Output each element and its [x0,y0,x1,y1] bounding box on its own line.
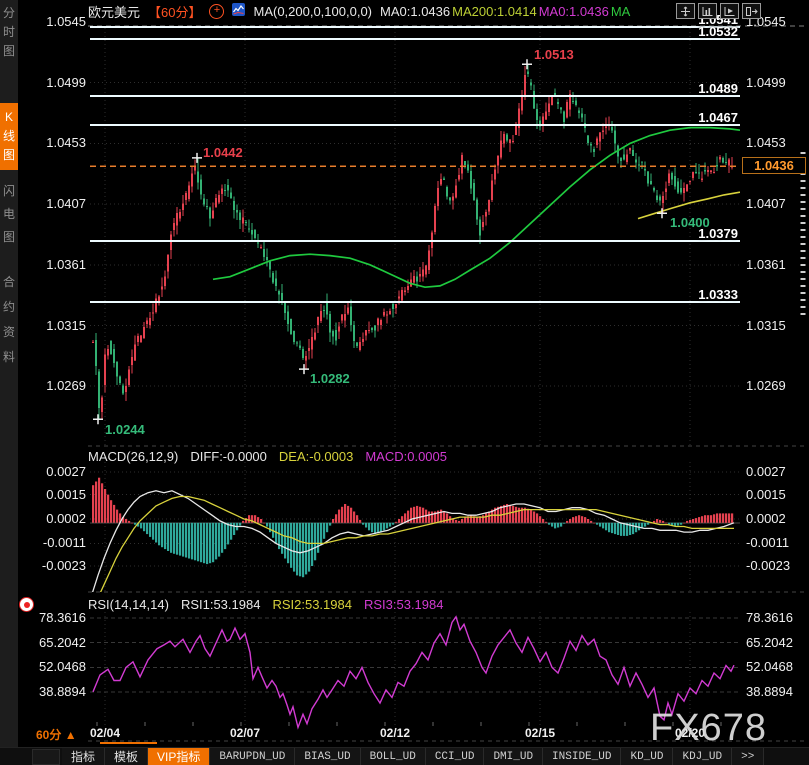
toolbar-item->>[interactable]: >> [732,748,765,765]
ma-values: MA0:1.0436 MA200:1.0414 MA0:1.0436 MA [380,4,632,19]
ma-value: MA0:1.0436 [380,3,451,19]
toolbar-item-kd_ud[interactable]: KD_UD [621,748,674,765]
macd-pane [91,477,735,592]
playback-icon[interactable] [720,3,739,19]
moving-average-lines [212,126,740,289]
toolbar-item-[interactable]: 指标 [62,748,106,765]
sidebar-item-1[interactable]: 分时图 [2,6,15,58]
ma-value: MA200:1.0414 [452,3,537,19]
rsi-pane [92,615,735,730]
export-icon[interactable] [742,3,761,19]
toolbar-item-[interactable]: 模板 [105,748,149,765]
annotation-markers [93,59,667,425]
toolbar-item-bias_ud[interactable]: BIAS_UD [295,748,361,765]
toolbar-item-kdj_ud[interactable]: KDJ_UD [673,748,733,765]
record-icon[interactable] [19,597,34,612]
gridlines [88,25,806,742]
zoom-fit-icon[interactable] [698,3,717,19]
candlestick-pane [92,64,734,420]
ma-value: MA [610,3,631,19]
ma-settings-label: MA(0,200,0,100,0,0) [253,3,373,19]
chart-header: 欧元美元 【60分】 + MA(0,200,0,100,0,0) MA0:1.0… [88,2,632,20]
toolbar-item-barupdn_ud[interactable]: BARUPDN_UD [210,748,296,765]
sidebar-item-3[interactable]: 闪电图 [2,184,15,244]
horizontal-level-lines [90,26,740,303]
add-indicator-icon[interactable]: + [209,3,225,19]
period-label: 【60分】 [148,4,202,20]
toolbar-item-cci_ud[interactable]: CCI_UD [425,748,485,765]
sidebar-item-4[interactable]: 合约资料 [2,275,15,364]
watermark: FX678 [650,707,767,749]
toolbar-spacer [0,748,30,765]
toolbar-item-inside_ud[interactable]: INSIDE_UD [543,748,622,765]
bottom-toolbar: 指标 模板 VIP指标 BARUPDN_UD BIAS_UD BOLL_UD CCI_UD D… [0,747,809,765]
symbol-title: 欧元美元 [88,4,141,20]
toolbar-item-boll_ud[interactable]: BOLL_UD [360,748,426,765]
pane-button-group [676,3,761,19]
toolbar-stub-button[interactable] [32,749,60,765]
chart-type-icon[interactable] [232,3,246,19]
toolbar-item-dmi_ud[interactable]: DMI_UD [484,748,544,765]
ma-value: MA0:1.0436 [538,3,609,19]
toolbar-item-vip[interactable]: VIP指标 [148,748,211,765]
pan-icon[interactable] [676,3,695,19]
